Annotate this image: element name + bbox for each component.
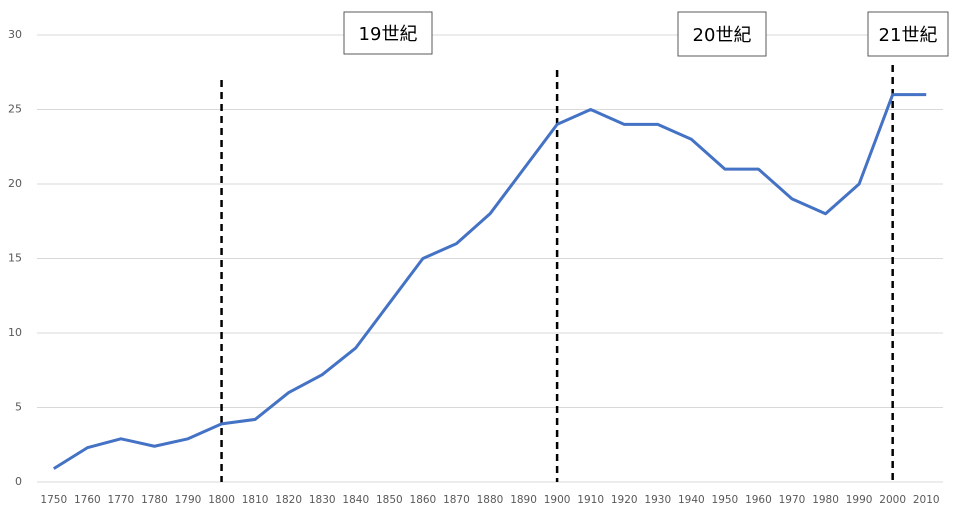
x-tick-label: 1970	[779, 494, 806, 506]
y-tick-label: 0	[15, 475, 22, 488]
x-tick-label: 1900	[544, 494, 571, 506]
y-tick-label: 10	[8, 326, 22, 339]
x-tick-label: 1760	[74, 494, 101, 506]
x-tick-label: 1920	[611, 494, 638, 506]
x-tick-label: 1800	[208, 494, 235, 506]
y-tick-label: 20	[8, 177, 22, 190]
annotation-box	[343, 11, 433, 55]
x-tick-label: 1790	[175, 494, 202, 506]
data-line	[52, 93, 927, 470]
x-tick-label: 1980	[812, 494, 839, 506]
x-tick-label: 1860	[410, 494, 437, 506]
x-tick-label: 1890	[510, 494, 537, 506]
x-tick-label: 2000	[879, 494, 906, 506]
y-tick-label: 30	[8, 28, 22, 41]
y-tick-label: 15	[8, 252, 22, 265]
x-tick-label: 2010	[913, 494, 940, 506]
x-tick-label: 1960	[745, 494, 772, 506]
x-tick-label: 1880	[477, 494, 504, 506]
x-tick-label: 1990	[846, 494, 873, 506]
annotation: 21世紀	[879, 25, 938, 46]
y-tick-label: 5	[15, 401, 22, 414]
x-tick-label: 1940	[678, 494, 705, 506]
annotation: 20世紀	[693, 25, 752, 46]
x-tick-label: 1820	[275, 494, 302, 506]
x-tick-label: 1950	[712, 494, 739, 506]
x-tick-label: 1930	[644, 494, 671, 506]
x-tick-label: 1810	[242, 494, 269, 506]
x-tick-label: 1830	[309, 494, 336, 506]
x-tick-label: 1870	[443, 494, 470, 506]
x-tick-label: 1910	[577, 494, 604, 506]
y-tick-label: 25	[8, 103, 22, 116]
annotation: 19世紀	[359, 24, 418, 45]
x-tick-label: 1750	[40, 494, 67, 506]
annotation-box	[867, 11, 949, 57]
x-tick-label: 1850	[376, 494, 403, 506]
annotation-box	[677, 11, 767, 57]
x-tick-label: 1840	[342, 494, 369, 506]
x-tick-label: 1780	[141, 494, 168, 506]
x-tick-label: 1770	[108, 494, 135, 506]
